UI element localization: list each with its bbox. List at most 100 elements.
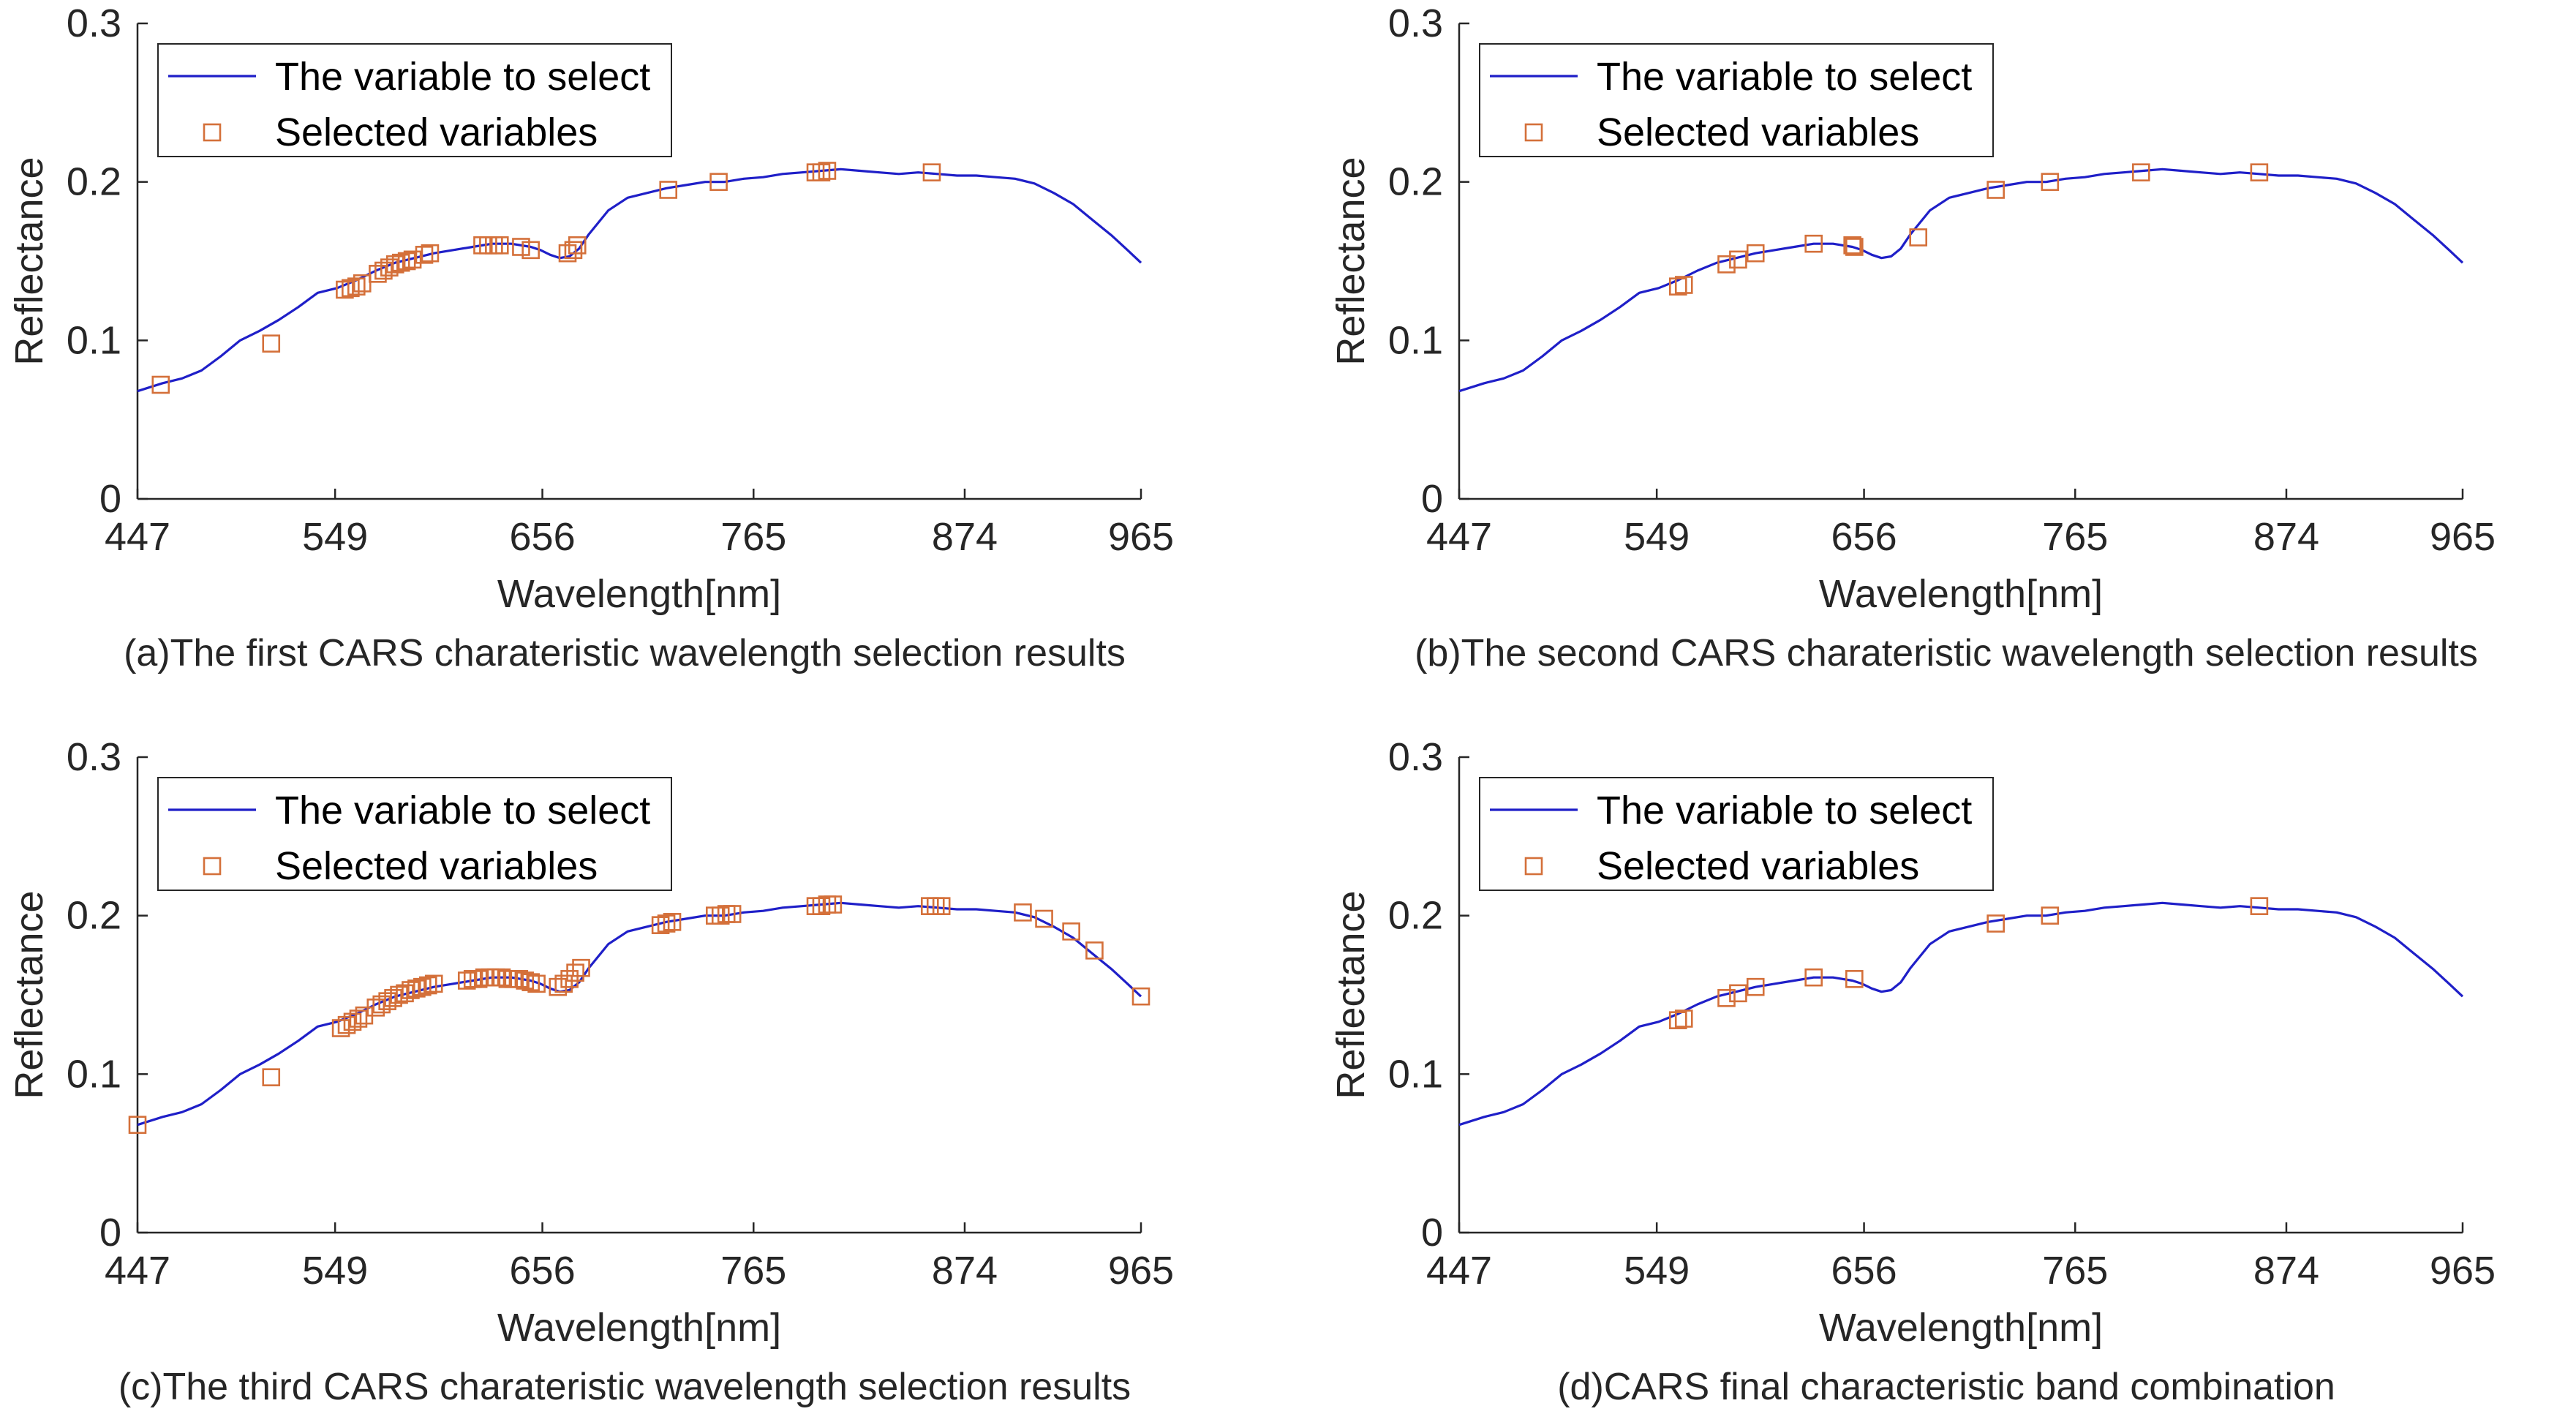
- selected-marker: [659, 181, 678, 199]
- x-tick-label: 965: [2430, 515, 2496, 559]
- legend-label-line: The variable to select: [1597, 789, 1972, 832]
- legend-marker-swatch: [1524, 123, 1543, 142]
- selected-marker: [723, 905, 742, 923]
- x-tick-label: 874: [932, 515, 998, 559]
- legend-label-line: The variable to select: [275, 55, 650, 99]
- legend: The variable to select Selected variables: [157, 777, 672, 891]
- panel-caption: (d)CARS final characteristic band combin…: [1557, 1366, 2335, 1408]
- x-tick-label: 765: [2042, 515, 2108, 559]
- selected-marker: [564, 241, 583, 260]
- x-tick-label: 656: [510, 515, 576, 559]
- y-axis-label: Reflectance: [1329, 890, 1373, 1099]
- y-tick-label: 0.1: [67, 1052, 121, 1096]
- y-tick-label: 0.2: [1388, 894, 1443, 938]
- selected-marker: [568, 236, 587, 255]
- legend-box: [1479, 777, 1994, 891]
- x-tick-label: 656: [1831, 1249, 1897, 1293]
- selected-marker: [1986, 914, 2005, 933]
- y-tick-label: 0: [99, 1211, 121, 1255]
- selected-marker: [566, 963, 584, 982]
- x-tick-label: 549: [302, 1249, 368, 1293]
- selected-marker: [366, 999, 385, 1017]
- selected-marker: [527, 974, 546, 993]
- x-tick-label: 656: [510, 1249, 576, 1293]
- selected-marker: [1804, 968, 1823, 987]
- y-tick-label: 0.3: [67, 1, 121, 45]
- selected-marker: [1014, 903, 1032, 922]
- selected-marker: [1746, 977, 1765, 996]
- selected-marker: [1085, 941, 1104, 960]
- selected-markers: [151, 162, 941, 394]
- selected-marker: [824, 895, 843, 914]
- x-tick-label: 765: [2042, 1249, 2108, 1293]
- y-tick-label: 0.2: [67, 894, 121, 938]
- panel-caption: (c)The third CARS charateristic waveleng…: [118, 1366, 1131, 1408]
- panel-caption: (a)The first CARS charateristic waveleng…: [124, 632, 1126, 674]
- selected-marker: [663, 913, 682, 931]
- selected-marker: [407, 980, 426, 998]
- selected-marker: [421, 244, 440, 263]
- selected-marker: [1035, 909, 1053, 928]
- selected-marker: [812, 897, 831, 915]
- selected-marker: [932, 897, 951, 915]
- selected-marker: [711, 906, 730, 925]
- x-tick-label: 965: [2430, 1249, 2496, 1293]
- selected-marker: [331, 1019, 350, 1037]
- selected-marker: [353, 274, 372, 293]
- x-tick-label: 874: [2253, 1249, 2319, 1293]
- selected-marker: [560, 970, 579, 988]
- selected-marker: [378, 992, 396, 1010]
- selected-marker: [262, 1068, 281, 1086]
- y-tick-label: 0.2: [1388, 160, 1443, 204]
- selected-marker: [374, 261, 393, 280]
- legend-label-markers: Selected variables: [1597, 110, 1919, 154]
- x-tick-label: 549: [1624, 1249, 1690, 1293]
- x-tick-label: 447: [1426, 1249, 1492, 1293]
- selected-marker: [151, 375, 170, 394]
- selected-marker: [343, 1012, 362, 1031]
- y-axis-label: Reflectance: [1329, 157, 1373, 365]
- panel-d: 0 0.1 0.2 0.3 447 549 656 765 874 965 Wavelength[n…: [1329, 735, 2496, 1408]
- panel-caption: (b)The second CARS charateristic wavelen…: [1415, 632, 2478, 674]
- y-tick-label: 0: [1421, 1211, 1443, 1255]
- selected-marker: [657, 914, 676, 933]
- panel-c: 0 0.1 0.2 0.3 447 549 656 765 874 965 Wavelength[n…: [7, 735, 1174, 1408]
- selected-marker: [349, 1009, 368, 1028]
- selected-marker: [336, 280, 354, 299]
- selected-marker: [2041, 173, 2060, 191]
- selected-marker: [337, 1015, 356, 1034]
- selected-marker: [128, 1116, 147, 1134]
- selected-marker: [512, 238, 530, 256]
- selected-marker: [490, 236, 509, 255]
- selected-marker: [390, 985, 408, 1004]
- legend-label-line: The variable to select: [275, 789, 650, 832]
- selected-marker: [510, 970, 529, 988]
- y-tick-label: 0.3: [67, 735, 121, 779]
- y-axis-label: Reflectance: [7, 157, 51, 365]
- selected-marker: [391, 253, 410, 272]
- selected-marker: [1729, 984, 1747, 1003]
- x-tick-label: 765: [720, 1249, 786, 1293]
- selected-marker: [2132, 163, 2150, 181]
- selected-marker: [396, 984, 414, 1003]
- legend-box: [1479, 43, 1994, 157]
- legend-marker-swatch: [1524, 857, 1543, 876]
- selected-marker: [372, 995, 391, 1014]
- x-tick-label: 447: [105, 515, 170, 559]
- selected-marker: [521, 973, 540, 991]
- legend-box: [157, 43, 672, 157]
- selected-marker: [516, 971, 535, 990]
- selected-marker: [2250, 163, 2269, 181]
- selected-marker: [492, 968, 511, 987]
- selected-marker: [818, 162, 837, 180]
- selected-markers: [1668, 897, 2269, 1029]
- y-tick-label: 0.1: [1388, 1052, 1443, 1096]
- series-line-spectrum: [137, 168, 1142, 393]
- selected-marker: [1845, 238, 1864, 256]
- selected-marker: [342, 279, 360, 298]
- x-tick-label: 965: [1108, 1249, 1174, 1293]
- selected-marker: [1909, 228, 1928, 247]
- selected-marker: [812, 163, 831, 181]
- selected-marker: [1674, 276, 1693, 294]
